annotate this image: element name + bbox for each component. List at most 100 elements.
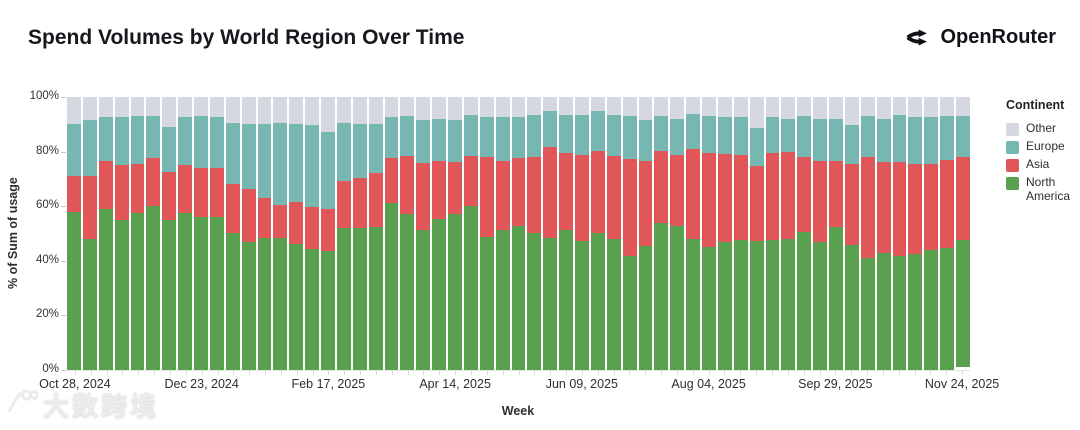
- bar-segment-other[interactable]: [146, 97, 161, 117]
- bar-segment-asia[interactable]: [368, 172, 383, 227]
- bar-segment-europe[interactable]: [924, 116, 939, 164]
- stacked-bar-week-55[interactable]: [940, 97, 954, 370]
- bar-segment-north-america[interactable]: [305, 248, 319, 370]
- bar-segment-other[interactable]: [876, 97, 891, 119]
- bar-segment-other[interactable]: [686, 97, 700, 115]
- bar-segment-europe[interactable]: [527, 115, 542, 157]
- bar-segment-europe[interactable]: [384, 117, 399, 159]
- bar-segment-north-america[interactable]: [241, 241, 256, 370]
- bar-segment-europe[interactable]: [194, 116, 208, 168]
- stacked-bar-week-13[interactable]: [273, 97, 288, 370]
- bar-segment-north-america[interactable]: [368, 226, 383, 370]
- bar-segment-north-america[interactable]: [82, 238, 97, 370]
- bar-segment-europe[interactable]: [749, 128, 764, 166]
- stacked-bar-week-5[interactable]: [146, 97, 161, 370]
- stacked-bar-week-52[interactable]: [892, 97, 907, 370]
- stacked-bar-week-28[interactable]: [511, 97, 526, 370]
- bar-segment-north-america[interactable]: [876, 252, 891, 370]
- bar-segment-asia[interactable]: [940, 159, 954, 249]
- bar-segment-asia[interactable]: [892, 162, 907, 257]
- bar-segment-asia[interactable]: [813, 160, 827, 242]
- bar-segment-asia[interactable]: [289, 201, 304, 244]
- bar-segment-asia[interactable]: [479, 156, 494, 237]
- stacked-bar-week-11[interactable]: [241, 97, 256, 370]
- bar-segment-north-america[interactable]: [321, 251, 335, 370]
- bar-segment-europe[interactable]: [797, 116, 812, 157]
- bar-segment-north-america[interactable]: [178, 213, 192, 370]
- stacked-bar-week-18[interactable]: [352, 97, 367, 370]
- bar-segment-europe[interactable]: [273, 122, 288, 205]
- stacked-bar-week-8[interactable]: [194, 97, 208, 370]
- stacked-bar-week-48[interactable]: [829, 97, 843, 370]
- stacked-bar-week-21[interactable]: [400, 97, 415, 370]
- bar-segment-europe[interactable]: [225, 122, 240, 185]
- bar-segment-north-america[interactable]: [527, 232, 542, 370]
- stacked-bar-week-29[interactable]: [527, 97, 542, 370]
- stacked-bar-week-30[interactable]: [543, 97, 558, 370]
- bar-segment-other[interactable]: [448, 97, 462, 121]
- bar-segment-asia[interactable]: [82, 176, 97, 239]
- bar-segment-other[interactable]: [479, 97, 494, 118]
- bar-segment-other[interactable]: [829, 97, 843, 119]
- bar-segment-asia[interactable]: [559, 153, 573, 230]
- bar-segment-europe[interactable]: [321, 131, 335, 210]
- bar-segment-europe[interactable]: [82, 120, 97, 177]
- stacked-bar-week-53[interactable]: [908, 97, 923, 370]
- bar-segment-asia[interactable]: [336, 181, 351, 228]
- stacked-bar-week-17[interactable]: [336, 97, 351, 370]
- bar-segment-europe[interactable]: [368, 123, 383, 173]
- bar-segment-asia[interactable]: [432, 160, 446, 219]
- stacked-bar-week-15[interactable]: [305, 97, 319, 370]
- bar-segment-europe[interactable]: [654, 116, 669, 151]
- stacked-bar-week-35[interactable]: [622, 97, 637, 370]
- bar-segment-other[interactable]: [511, 97, 526, 117]
- bar-segment-north-america[interactable]: [844, 245, 859, 370]
- bar-segment-asia[interactable]: [416, 162, 431, 230]
- bar-segment-other[interactable]: [114, 97, 129, 118]
- bar-segment-asia[interactable]: [590, 150, 605, 233]
- stacked-bar-week-1[interactable]: [82, 97, 97, 370]
- bar-segment-europe[interactable]: [575, 115, 589, 155]
- bar-segment-asia[interactable]: [130, 163, 145, 213]
- bar-segment-other[interactable]: [781, 97, 796, 119]
- legend-item-asia[interactable]: Asia: [1006, 157, 1076, 172]
- bar-segment-other[interactable]: [940, 97, 954, 117]
- stacked-bar-week-49[interactable]: [844, 97, 859, 370]
- bar-segment-north-america[interactable]: [765, 240, 780, 370]
- bar-segment-asia[interactable]: [733, 154, 748, 241]
- bar-segment-europe[interactable]: [559, 115, 573, 154]
- stacked-bar-week-20[interactable]: [384, 97, 399, 370]
- bar-segment-europe[interactable]: [860, 116, 875, 158]
- bar-segment-europe[interactable]: [765, 116, 780, 154]
- stacked-bar-week-26[interactable]: [479, 97, 494, 370]
- bar-segment-north-america[interactable]: [225, 233, 240, 370]
- bar-segment-europe[interactable]: [638, 120, 653, 162]
- bar-segment-europe[interactable]: [162, 127, 177, 173]
- bar-segment-other[interactable]: [241, 97, 256, 125]
- bar-segment-other[interactable]: [670, 97, 685, 119]
- bar-segment-asia[interactable]: [717, 153, 732, 242]
- bar-segment-asia[interactable]: [860, 157, 875, 258]
- bar-segment-other[interactable]: [590, 97, 605, 111]
- bar-segment-europe[interactable]: [876, 118, 891, 163]
- bar-segment-north-america[interactable]: [829, 226, 843, 370]
- bar-segment-north-america[interactable]: [448, 213, 462, 370]
- stacked-bar-week-9[interactable]: [209, 97, 224, 370]
- bar-segment-asia[interactable]: [686, 149, 700, 240]
- bar-segment-north-america[interactable]: [479, 236, 494, 370]
- legend-item-north-america[interactable]: North America: [1006, 175, 1076, 204]
- bar-segment-europe[interactable]: [622, 116, 637, 159]
- bar-segment-asia[interactable]: [178, 165, 192, 213]
- bar-segment-other[interactable]: [384, 97, 399, 118]
- stacked-bar-week-45[interactable]: [781, 97, 796, 370]
- bar-segment-asia[interactable]: [765, 153, 780, 241]
- bar-segment-asia[interactable]: [67, 176, 81, 212]
- bar-segment-other[interactable]: [749, 97, 764, 129]
- bar-segment-north-america[interactable]: [384, 202, 399, 370]
- stacked-bar-week-4[interactable]: [130, 97, 145, 370]
- bar-segment-asia[interactable]: [448, 161, 462, 214]
- bar-segment-europe[interactable]: [463, 115, 478, 156]
- bar-segment-asia[interactable]: [321, 209, 335, 252]
- bar-segment-other[interactable]: [336, 97, 351, 123]
- stacked-bar-week-27[interactable]: [495, 97, 510, 370]
